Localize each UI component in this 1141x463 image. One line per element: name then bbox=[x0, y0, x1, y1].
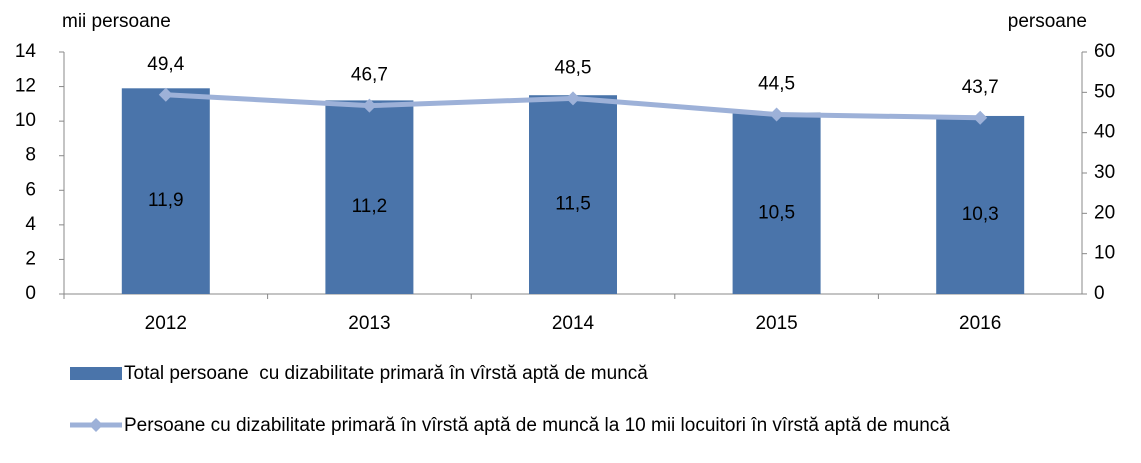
y-tick-label: 8 bbox=[25, 145, 36, 166]
bar bbox=[121, 88, 210, 294]
y2-tick-label: 40 bbox=[1094, 122, 1115, 143]
line-marker bbox=[973, 110, 988, 125]
legend-label: Total persoane cu dizabilitate primară î… bbox=[124, 363, 648, 384]
bar-value-label: 10,5 bbox=[758, 202, 795, 223]
y-tick-label: 10 bbox=[15, 110, 36, 131]
line-value-label: 43,7 bbox=[962, 77, 999, 98]
x-tick-label: 2013 bbox=[348, 313, 390, 334]
y2-tick-label: 20 bbox=[1094, 202, 1115, 223]
chart: mii persoane persoane 0 2 4 6 8 10 12 14 0 10 20 30… bbox=[15, 11, 1115, 334]
x-tick-label: 2016 bbox=[959, 313, 1001, 334]
y-tick-label: 14 bbox=[15, 41, 37, 62]
legend-label: Persoane cu dizabilitate primară în vîrs… bbox=[124, 415, 950, 436]
legend-entry: Total persoane cu dizabilitate primară î… bbox=[70, 362, 1084, 385]
line-value-label: 46,7 bbox=[351, 65, 388, 86]
legend-marker bbox=[70, 418, 122, 432]
bar-value-label: 11,2 bbox=[352, 196, 388, 217]
line-value-label: 48,5 bbox=[555, 57, 592, 78]
bar-value-label: 11,9 bbox=[148, 190, 184, 211]
bar bbox=[936, 115, 1025, 294]
legend-swatch bbox=[70, 367, 122, 380]
x-tick-label: 2012 bbox=[145, 313, 187, 334]
bar bbox=[732, 112, 821, 294]
y-tick-label: 4 bbox=[25, 214, 36, 235]
y2-tick-label: 60 bbox=[1094, 41, 1115, 62]
legend-marker bbox=[70, 367, 122, 380]
y-tick-label: 2 bbox=[25, 248, 36, 269]
line-value-label: 49,4 bbox=[147, 54, 184, 75]
y-tick-label: 12 bbox=[15, 76, 36, 97]
line-marker bbox=[362, 98, 377, 113]
y2-tick-label: 10 bbox=[1094, 243, 1115, 264]
x-tick-label: 2015 bbox=[755, 313, 797, 334]
bar bbox=[529, 95, 617, 294]
legend-entry: Persoane cu dizabilitate primară în vîrs… bbox=[70, 414, 1084, 437]
y-tick-label: 6 bbox=[25, 179, 36, 200]
y2-tick-label: 30 bbox=[1094, 162, 1115, 183]
line-marker bbox=[769, 107, 784, 122]
line-value-label: 44,5 bbox=[758, 74, 795, 95]
x-tick-label: 2014 bbox=[552, 313, 595, 334]
bar-value-label: 10,3 bbox=[962, 204, 999, 225]
line-marker bbox=[566, 91, 580, 106]
bar-value-label: 11,5 bbox=[555, 194, 591, 215]
y2-axis-label: persoane bbox=[1008, 11, 1087, 32]
y2-tick-label: 50 bbox=[1094, 81, 1115, 102]
y-axis-label: mii persoane bbox=[62, 11, 171, 32]
y-tick-label: 0 bbox=[25, 283, 36, 304]
bar bbox=[325, 100, 414, 295]
y2-tick-label: 0 bbox=[1094, 283, 1105, 304]
line-marker bbox=[158, 87, 173, 102]
legend-diamond bbox=[89, 418, 103, 432]
